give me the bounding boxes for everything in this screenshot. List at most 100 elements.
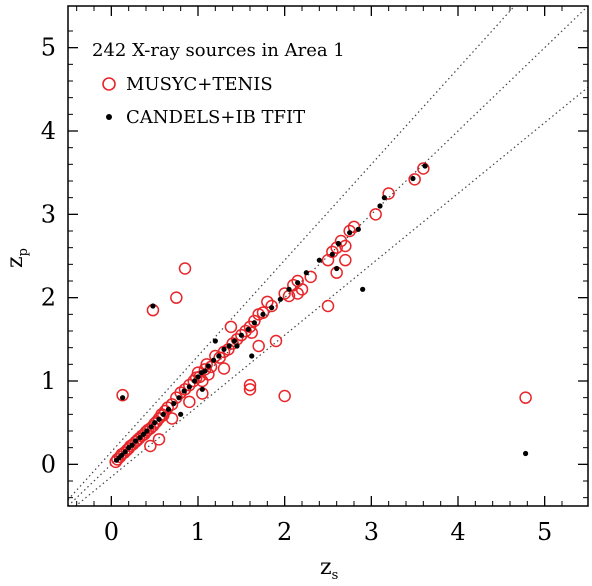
point-candels: [245, 326, 251, 332]
point-candels: [360, 286, 366, 292]
point-candels: [216, 353, 222, 359]
y-tick-label: 0: [41, 450, 56, 478]
point-musyc: [347, 220, 361, 234]
point-musyc: [248, 314, 261, 328]
point-candels: [119, 452, 125, 458]
plot-title: 242 X-ray sources in Area 1: [92, 40, 345, 61]
point-musyc: [165, 412, 179, 425]
x-tick-label: 1: [190, 518, 205, 546]
data-points: [109, 162, 532, 469]
point-candels: [205, 363, 211, 369]
point-candels: [260, 311, 266, 317]
point-musyc: [256, 306, 270, 319]
point-musyc: [116, 388, 129, 402]
point-candels: [186, 384, 192, 390]
point-candels: [238, 332, 244, 338]
point-candels: [347, 230, 353, 236]
point-musyc: [183, 395, 196, 409]
point-musyc: [382, 187, 395, 200]
point-musyc: [152, 433, 166, 446]
point-musyc: [339, 253, 352, 267]
y-tick-label: 4: [41, 117, 56, 145]
point-candels: [211, 357, 217, 363]
point-candels: [249, 353, 255, 359]
point-musyc: [269, 334, 283, 348]
point-musyc: [417, 162, 430, 175]
point-musyc: [321, 299, 335, 313]
point-candels: [156, 416, 162, 422]
legend-marker-candels: [106, 114, 112, 120]
point-musyc: [113, 450, 127, 464]
legend-label-musyc: MUSYC+TENIS: [126, 74, 273, 95]
x-axis-title: zs: [320, 555, 338, 583]
legend-marker-musyc: [102, 77, 116, 91]
point-musyc: [369, 208, 382, 221]
legend-label-candels: CANDELS+IB TFIT: [126, 107, 305, 128]
series-1: [113, 163, 529, 463]
y-tick-label: 5: [41, 34, 56, 62]
point-candels: [160, 411, 166, 417]
point-musyc: [243, 383, 257, 396]
point-candels: [176, 395, 182, 401]
point-candels: [355, 226, 361, 232]
point-candels: [335, 240, 341, 247]
series-0: [109, 162, 532, 469]
x-tick-label: 2: [277, 518, 292, 546]
point-candels: [303, 270, 309, 276]
point-musyc: [158, 404, 172, 418]
point-candels: [212, 338, 218, 344]
y-tick-label: 3: [41, 200, 56, 228]
point-candels: [171, 400, 177, 407]
point-candels: [234, 343, 240, 349]
point-candels: [231, 338, 237, 344]
point-musyc: [170, 291, 183, 304]
point-candels: [381, 195, 387, 201]
point-candels: [251, 320, 257, 326]
point-musyc: [165, 398, 179, 411]
point-candels: [295, 280, 301, 286]
point-musyc: [144, 439, 157, 453]
point-candels: [226, 343, 232, 349]
point-candels: [202, 368, 208, 374]
point-candels: [286, 286, 292, 292]
point-candels: [269, 305, 275, 311]
y-tick-label: 1: [41, 367, 56, 395]
point-candels: [422, 163, 428, 169]
point-candels: [122, 449, 128, 455]
point-candels: [133, 438, 139, 444]
point-musyc: [265, 299, 278, 313]
x-tick-label: 5: [537, 518, 552, 546]
point-candels: [120, 395, 126, 401]
point-candels: [377, 203, 383, 209]
x-tick-label: 3: [364, 518, 379, 546]
point-musyc: [252, 339, 265, 353]
point-musyc: [224, 320, 238, 334]
plot-frame: [67, 5, 589, 507]
point-candels: [316, 257, 322, 263]
point-musyc: [122, 442, 135, 455]
point-musyc: [295, 283, 309, 296]
point-candels: [144, 428, 150, 434]
point-musyc: [339, 239, 352, 253]
reference-line-0: [68, 6, 516, 501]
point-musyc: [204, 360, 218, 374]
point-candels: [199, 386, 205, 392]
point-musyc: [343, 224, 356, 238]
point-candels: [178, 411, 184, 417]
point-musyc: [278, 389, 291, 403]
point-candels: [410, 175, 416, 182]
point-musyc: [519, 391, 532, 404]
point-candels: [150, 303, 156, 309]
point-musyc: [239, 324, 252, 338]
point-musyc: [217, 362, 231, 375]
point-musyc: [243, 378, 257, 392]
point-candels: [334, 265, 340, 272]
axis-ticks: 0 1 2 3 4 5 0 1 2 3 4 5: [41, 6, 588, 546]
legend: MUSYC+TENIS CANDELS+IB TFIT: [102, 74, 305, 128]
point-musyc: [291, 287, 304, 300]
point-candels: [148, 424, 154, 430]
point-musyc: [146, 419, 160, 433]
point-candels: [221, 346, 227, 352]
point-candels: [165, 406, 172, 412]
